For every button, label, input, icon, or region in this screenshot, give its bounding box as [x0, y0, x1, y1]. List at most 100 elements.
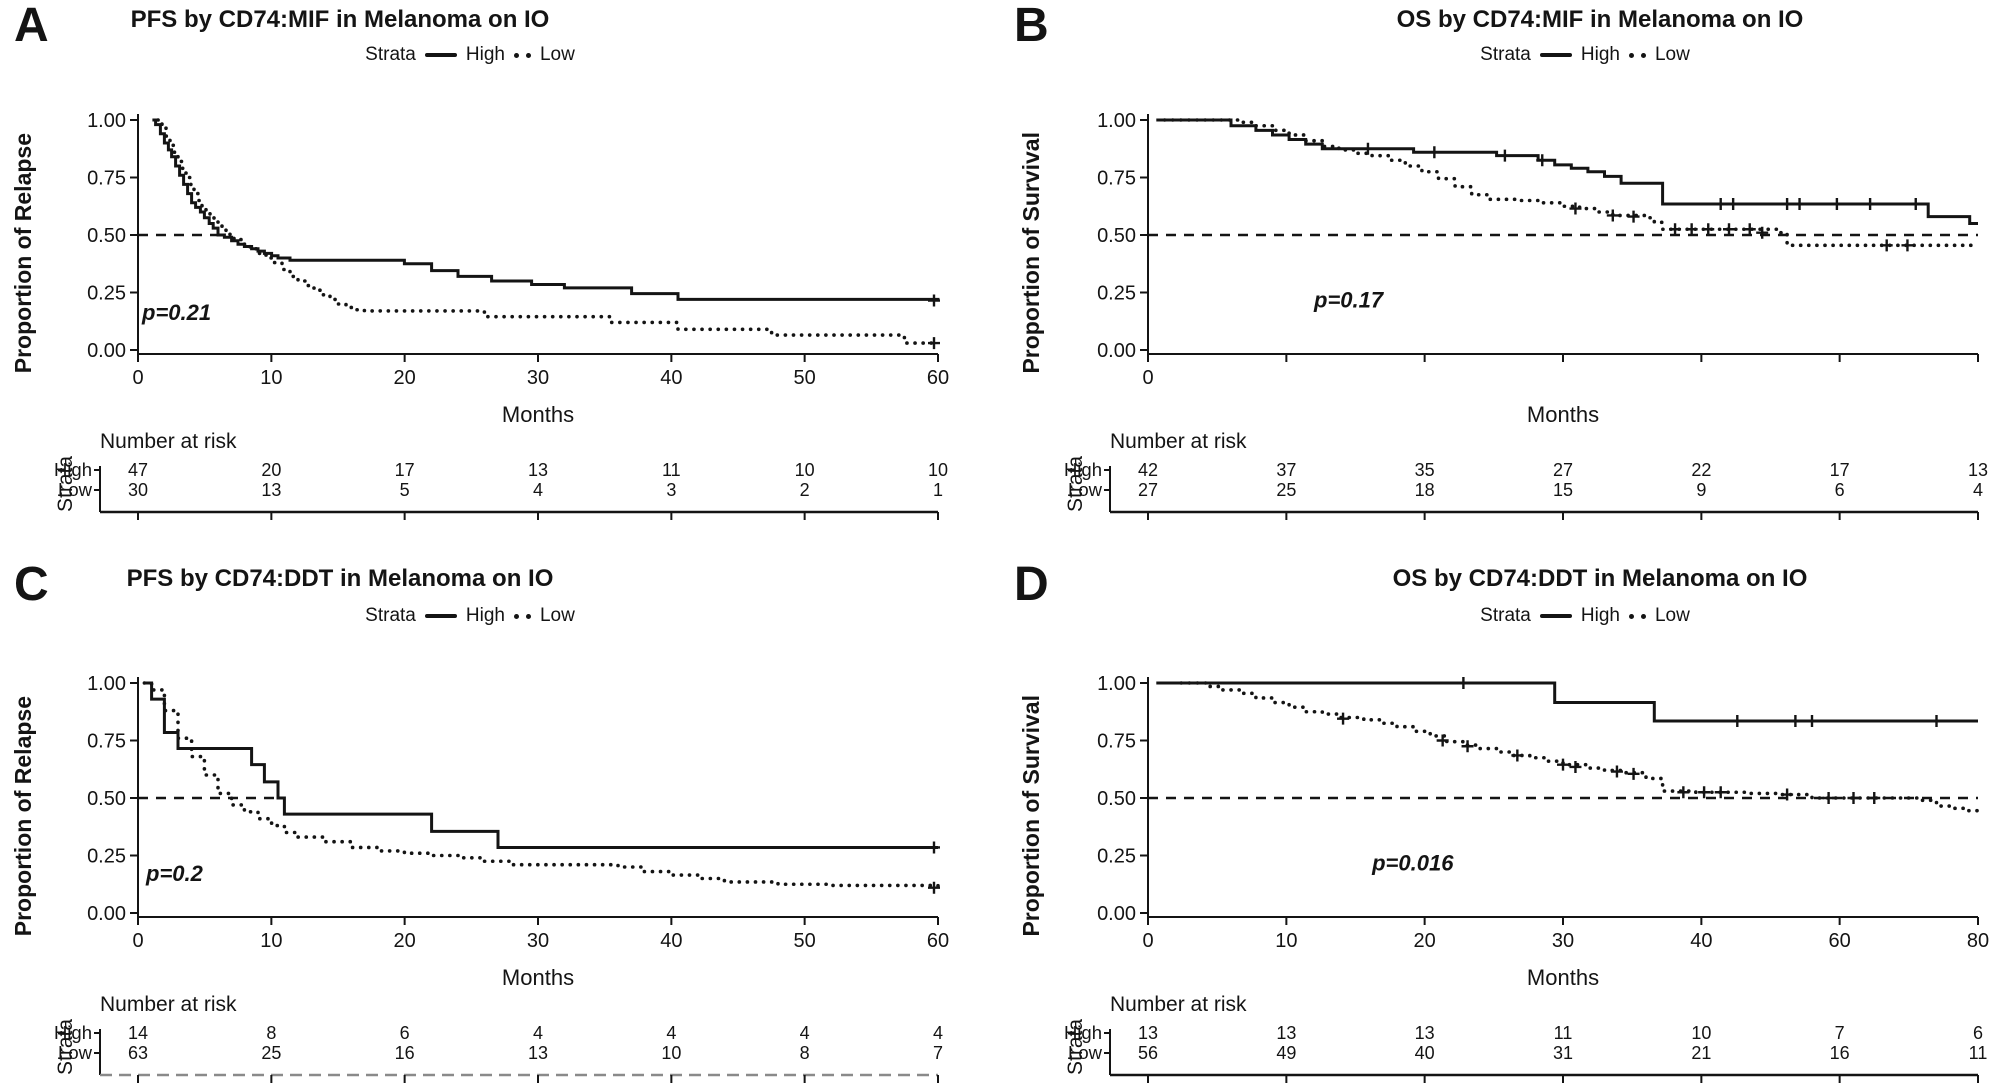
risk-row-low: Low 27 25 18 15 9 6 4: [1068, 479, 1983, 500]
panel-d-ylabel: Proportion of Survival: [1017, 695, 1044, 937]
panel-letter-c: C: [14, 558, 49, 611]
x-tick-label: 10: [260, 367, 282, 389]
high-curve: [152, 118, 940, 307]
panel-b: B OS by CD74:MIF in Melanoma on IO Strat…: [1000, 0, 2000, 545]
legend-low-label: Low: [1654, 605, 1690, 626]
censor-mark: [1436, 734, 1449, 747]
risk-row-label: High: [54, 1022, 92, 1043]
p-value-label: p=0.17: [1313, 287, 1385, 312]
risk-row-high: High 47 20 17 13 11 10 10: [54, 459, 948, 480]
low-step-line: [142, 681, 940, 890]
censor-mark: [1781, 788, 1794, 801]
x-tick-label: 0: [1142, 367, 1153, 389]
risk-count: 17: [395, 460, 415, 480]
risk-count: 25: [261, 1043, 281, 1063]
x-tick-label: 30: [1552, 930, 1574, 952]
censor-mark: [1669, 223, 1682, 236]
risk-count: 31: [1553, 1043, 1573, 1063]
risk-count: 13: [1968, 460, 1988, 480]
risk-count: 17: [1830, 460, 1850, 480]
high-curve: [1156, 677, 1978, 727]
panel-letter-a: A: [14, 0, 49, 52]
risk-count: 4: [1973, 480, 1983, 500]
x-tick-label: 60: [1829, 930, 1851, 952]
risk-count: 47: [128, 460, 148, 480]
censor-mark: [1793, 197, 1806, 210]
censor-mark: [1868, 792, 1881, 804]
panel-b-ylabel: Proportion of Survival: [1017, 132, 1044, 374]
risk-count: 35: [1415, 460, 1435, 480]
censor-mark: [1781, 197, 1794, 210]
censor-mark: [1557, 758, 1569, 771]
risk-count: 7: [1835, 1023, 1845, 1043]
censor-mark: [1610, 765, 1623, 778]
low-dotted-line-icon: [1628, 613, 1646, 619]
censor-mark: [1723, 223, 1735, 236]
risk-row-label: High: [54, 459, 92, 480]
low-step-line: [1179, 681, 1980, 820]
risk-count: 16: [1830, 1043, 1850, 1063]
panel-c-legend: Strata High Low: [110, 605, 830, 627]
risk-count: 13: [528, 1043, 548, 1063]
risk-count: 11: [1554, 1023, 1573, 1043]
legend-low-label: Low: [1654, 44, 1690, 65]
censor-mark: [1727, 197, 1740, 210]
risk-count: 42: [1138, 460, 1158, 480]
x-tick-label: 20: [1414, 930, 1436, 952]
x-tick-label: 60: [927, 930, 949, 952]
high-solid-line-icon: [424, 614, 457, 618]
risk-count: 8: [800, 1043, 810, 1063]
panel-d-title: OS by CD74:DDT in Melanoma on IO: [1392, 565, 1808, 592]
high-solid-line-icon: [424, 53, 457, 57]
x-tick-label: 30: [527, 367, 549, 389]
risk-count: 6: [1835, 480, 1845, 500]
panel-c: C PFS by CD74:DDT in Melanoma on IO Stra…: [0, 545, 1000, 1087]
risk-count: 4: [533, 1023, 543, 1043]
censor-mark: [1698, 786, 1711, 799]
panel-b-xlabel: Months: [1526, 402, 1600, 427]
censor-mark: [928, 337, 940, 350]
risk-table-title: Number at risk: [100, 993, 237, 1016]
risk-count: 27: [1138, 480, 1158, 500]
risk-count: 56: [1138, 1043, 1158, 1063]
censor-mark: [1606, 209, 1619, 222]
risk-row-label: Low: [1068, 479, 1103, 500]
p-value-label: p=0.016: [1371, 850, 1454, 875]
risk-count: 6: [1973, 1023, 1983, 1043]
risk-count: 11: [1969, 1043, 1988, 1063]
risk-count: 18: [1415, 480, 1435, 500]
x-tick-label: 0: [1142, 930, 1153, 952]
high-curve: [144, 681, 940, 854]
x-tick-label: 60: [927, 367, 949, 389]
risk-count: 16: [395, 1043, 415, 1063]
risk-count: 13: [1415, 1023, 1435, 1043]
risk-count: 13: [1276, 1023, 1296, 1043]
low-curve: [1179, 681, 1980, 820]
high-step-line: [1156, 681, 1978, 723]
risk-count: 4: [533, 480, 543, 500]
risk-count: 8: [266, 1023, 276, 1043]
risk-count: 22: [1691, 460, 1711, 480]
censor-mark: [1909, 197, 1922, 210]
panel-d: D OS by CD74:DDT in Melanoma on IO Strat…: [1000, 545, 2000, 1087]
risk-count: 10: [1691, 1023, 1711, 1043]
censor-mark: [1536, 154, 1549, 167]
risk-strata-axis-label: Strata: [54, 456, 77, 512]
y-tick-label: 0.25: [1097, 283, 1136, 305]
risk-count: 3: [666, 480, 676, 500]
panel-letter-d: D: [1014, 558, 1049, 611]
panel-letter-b: B: [1014, 0, 1049, 52]
panel-a-ylabel: Proportion of Relapse: [9, 132, 36, 374]
panel-d-plot: 1.00 0.75 0.50 0.25 0.00 0 10 20 30 40 60 80 p=0.016: [1097, 673, 1989, 952]
high-curve: [1156, 118, 1978, 225]
censor-mark: [1677, 786, 1690, 799]
x-tick-label: 40: [660, 930, 682, 952]
y-tick-label: 0.00: [1097, 903, 1136, 925]
risk-row-low: Low 30 13 5 4 3 2 1: [58, 479, 943, 500]
censor-mark: [1822, 792, 1835, 804]
censor-mark: [1498, 149, 1511, 162]
x-tick-label: 0: [132, 367, 143, 389]
risk-row-label: Low: [1068, 1042, 1103, 1063]
risk-count: 11: [662, 460, 681, 480]
